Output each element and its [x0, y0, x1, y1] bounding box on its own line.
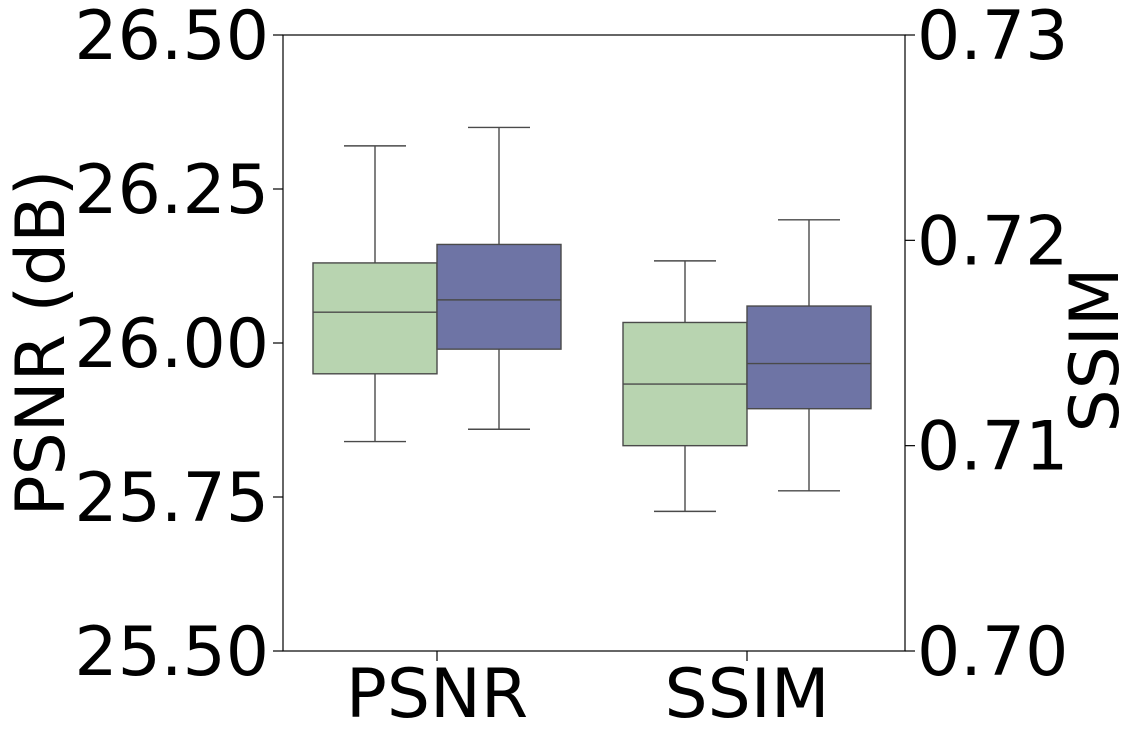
right-tick-label: 0.71	[917, 408, 1068, 487]
box-ssim-1	[746, 219, 872, 492]
box-psnr-1	[436, 126, 562, 430]
x-axis: PSNR SSIM	[346, 651, 830, 734]
iqr-box	[312, 262, 438, 375]
left-tick-label: 25.75	[74, 459, 269, 538]
left-tick-label: 26.50	[74, 0, 269, 76]
right-tick-label: 0.70	[917, 613, 1068, 692]
right-tick-label: 0.73	[917, 0, 1068, 76]
left-tick-label: 26.25	[74, 151, 269, 230]
right-tick-label: 0.72	[917, 202, 1068, 281]
box-ssim-0	[622, 260, 748, 513]
x-tick-label: PSNR	[346, 655, 528, 734]
right-axis: 0.70 0.71 0.72 0.73	[905, 0, 1068, 692]
left-tick-label: 26.00	[74, 305, 269, 384]
left-axis: 25.50 25.75 26.00 26.25 26.50	[74, 0, 283, 692]
left-axis-title: PSNR (dB)	[2, 170, 81, 517]
iqr-box	[436, 243, 562, 350]
box-psnr-0	[312, 145, 438, 443]
iqr-box	[746, 305, 872, 410]
right-axis-title: SSIM	[1056, 267, 1135, 432]
boxes-layer	[312, 126, 872, 513]
left-tick-label: 25.50	[74, 613, 269, 692]
x-tick-label: SSIM	[664, 655, 829, 734]
